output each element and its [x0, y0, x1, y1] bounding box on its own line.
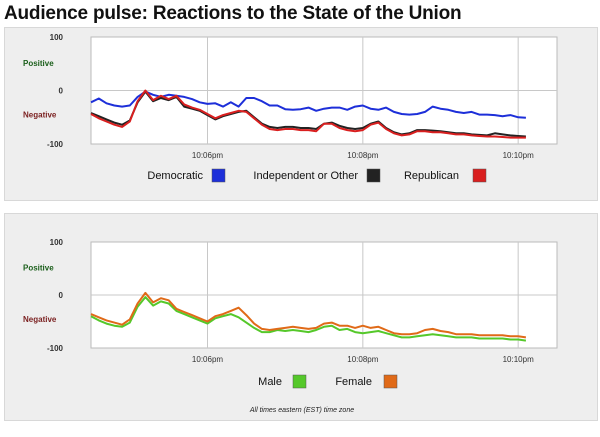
chart1-negative-label: Negative	[23, 111, 57, 120]
chart1-series-line-republican	[90, 89, 526, 139]
chart2-xtick-label: 10:10pm	[503, 355, 534, 364]
chart-panel-gender: 100 0 -100 Positive Negative 10:06pm 10:08pm 10…	[4, 213, 598, 421]
chart1-xtick-label: 10:08pm	[347, 151, 378, 160]
chart1-xtick-label: 10:10pm	[503, 151, 534, 160]
timezone-footnote: All times eastern (EST) time zone	[249, 407, 354, 414]
gender-chart-svg: 100 0 -100 Positive Negative 10:06pm 10:08pm 10…	[23, 238, 558, 414]
chart2-xtick-label: 10:06pm	[192, 355, 223, 364]
chart2-ytick-label: 0	[59, 291, 64, 300]
chart2-legend-swatch-male	[292, 374, 307, 389]
chart2-series-line-male	[90, 296, 527, 342]
chart1-legend-swatch-republican	[472, 168, 487, 183]
chart2-positive-label: Positive	[23, 264, 54, 273]
chart2-negative-label: Negative	[23, 315, 57, 324]
chart2-legend-swatch-female	[383, 374, 398, 389]
chart1-legend-label-independent: Independent or Other	[253, 170, 358, 182]
chart1-xtick-label: 10:06pm	[192, 151, 223, 160]
page-title: Audience pulse: Reactions to the State o…	[4, 3, 462, 24]
chart1-legend-swatch-independent	[366, 168, 381, 183]
chart1-ytick-label: 100	[50, 33, 64, 42]
chart2-series-line-female	[90, 291, 527, 339]
chart-panel-party: 100 0 -100 Positive Negative 10:06pm 10:08pm 10…	[4, 27, 598, 201]
chart2-legend-label-female: Female	[335, 376, 372, 388]
chart2-ytick-label: -100	[47, 344, 64, 353]
chart1-legend-swatch-democratic	[211, 168, 226, 183]
chart1-ytick-label: 0	[59, 87, 64, 96]
chart1-legend-label-republican: Republican	[404, 170, 459, 182]
party-chart-svg: 100 0 -100 Positive Negative 10:06pm 10:08pm 10…	[23, 33, 558, 183]
chart1-legend-label-democratic: Democratic	[147, 170, 203, 182]
chart1-ytick-label: -100	[47, 140, 64, 149]
chart2-legend-label-male: Male	[258, 376, 282, 388]
chart2-xtick-label: 10:08pm	[347, 355, 378, 364]
chart1-positive-label: Positive	[23, 59, 54, 68]
chart2-ytick-label: 100	[50, 238, 64, 247]
chart1-series-line-independent	[90, 90, 526, 138]
